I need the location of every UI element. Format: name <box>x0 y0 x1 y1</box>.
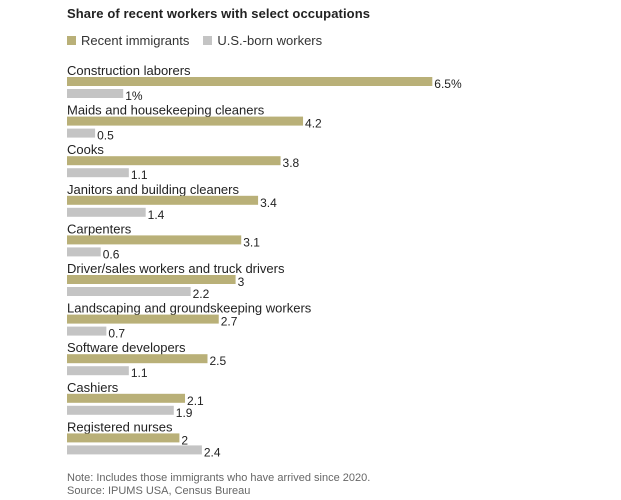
category-label-software-developers: Software developers <box>67 340 186 355</box>
value-label-u-s-born-workers-construction-laborers: 1% <box>125 89 143 103</box>
bar-u-s-born-workers-carpenters <box>67 247 101 257</box>
bar-u-s-born-workers-construction-laborers <box>67 89 124 98</box>
bar-u-s-born-workers-cashiers <box>67 405 174 415</box>
bar-u-s-born-workers-driver-sales-workers-and-truck-drivers <box>67 287 191 296</box>
category-label-landscaping-and-groundskeeping-workers: Landscaping and groundskeeping workers <box>67 301 312 316</box>
legend-swatch-recent-immigrants <box>67 36 76 45</box>
bar-u-s-born-workers-software-developers <box>67 366 129 376</box>
value-label-u-s-born-workers-maids-and-housekeeping-cleaners: 0.5 <box>97 129 114 143</box>
legend: Recent immigrants U.S.-born workers <box>67 33 336 48</box>
legend-swatch-us-born-workers <box>203 36 213 45</box>
category-label-janitors-and-building-cleaners: Janitors and building cleaners <box>67 182 239 197</box>
category-label-registered-nurses: Registered nurses <box>67 419 173 434</box>
value-label-recent-immigrants-registered-nurses: 2 <box>181 433 188 447</box>
value-label-u-s-born-workers-registered-nurses: 2.4 <box>204 445 221 459</box>
category-label-driver-sales-workers-and-truck-drivers: Driver/sales workers and truck drivers <box>67 261 285 276</box>
footnote: Note: Includes those immigrants who have… <box>67 472 370 498</box>
value-label-recent-immigrants-cashiers: 2.1 <box>187 394 204 408</box>
bar-u-s-born-workers-landscaping-and-groundskeeping-workers <box>67 326 107 336</box>
legend-label-recent-immigrants: Recent immigrants <box>81 33 190 48</box>
bar-recent-immigrants-cooks <box>67 156 281 166</box>
chart-title: Share of recent workers with select occu… <box>67 6 371 21</box>
value-label-u-s-born-workers-carpenters: 0.6 <box>103 247 120 261</box>
value-label-recent-immigrants-landscaping-and-groundskeeping-workers: 2.7 <box>221 315 238 329</box>
legend-label-us-born-workers: U.S.-born workers <box>217 33 323 48</box>
bar-u-s-born-workers-cooks <box>67 168 129 178</box>
bar-recent-immigrants-cashiers <box>67 393 186 403</box>
bar-chart-plot: Construction laborers 6.5% 1%Maids and hou… <box>67 63 462 459</box>
value-label-recent-immigrants-maids-and-housekeeping-cleaners: 4.2 <box>305 117 322 131</box>
value-label-recent-immigrants-janitors-and-building-cleaners: 3.4 <box>260 196 277 210</box>
bar-recent-immigrants-registered-nurses <box>67 433 180 443</box>
bar-recent-immigrants-landscaping-and-groundskeeping-workers <box>67 314 219 324</box>
value-label-recent-immigrants-construction-laborers: 6.5% <box>434 77 462 91</box>
bar-recent-immigrants-driver-sales-workers-and-truck-drivers <box>67 275 236 284</box>
value-label-u-s-born-workers-janitors-and-building-cleaners: 1.4 <box>148 208 165 222</box>
bar-recent-immigrants-maids-and-housekeeping-cleaners <box>67 116 304 126</box>
category-label-cashiers: Cashiers <box>67 380 119 395</box>
value-label-u-s-born-workers-cooks: 1.1 <box>131 168 148 182</box>
category-label-maids-and-housekeeping-cleaners: Maids and housekeeping cleaners <box>67 103 265 118</box>
category-label-carpenters: Carpenters <box>67 221 132 236</box>
category-label-construction-laborers: Construction laborers <box>67 63 191 78</box>
category-label-cooks: Cooks <box>67 142 104 157</box>
bar-recent-immigrants-software-developers <box>67 354 208 364</box>
legend-item-us-born-workers: U.S.-born workers <box>203 33 322 48</box>
source-text: Source: IPUMS USA, Census Bureau <box>67 485 251 497</box>
bar-recent-immigrants-janitors-and-building-cleaners <box>67 195 259 205</box>
value-label-recent-immigrants-carpenters: 3.1 <box>243 235 260 249</box>
value-label-u-s-born-workers-cashiers: 1.9 <box>176 406 193 420</box>
value-label-recent-immigrants-cooks: 3.8 <box>283 156 300 170</box>
bar-u-s-born-workers-registered-nurses <box>67 445 202 455</box>
value-label-u-s-born-workers-landscaping-and-groundskeeping-workers: 0.7 <box>108 327 125 341</box>
bar-u-s-born-workers-maids-and-housekeeping-cleaners <box>67 128 96 138</box>
legend-item-recent-immigrants: Recent immigrants <box>67 33 189 48</box>
note-text: Note: Includes those immigrants who have… <box>67 472 371 484</box>
bar-recent-immigrants-construction-laborers <box>67 77 433 86</box>
value-label-u-s-born-workers-software-developers: 1.1 <box>131 366 148 380</box>
bar-u-s-born-workers-janitors-and-building-cleaners <box>67 207 146 217</box>
value-label-recent-immigrants-driver-sales-workers-and-truck-drivers: 3 <box>238 275 245 289</box>
value-label-recent-immigrants-software-developers: 2.5 <box>210 354 227 368</box>
value-label-u-s-born-workers-driver-sales-workers-and-truck-drivers: 2.2 <box>193 287 210 301</box>
bar-recent-immigrants-carpenters <box>67 235 242 245</box>
